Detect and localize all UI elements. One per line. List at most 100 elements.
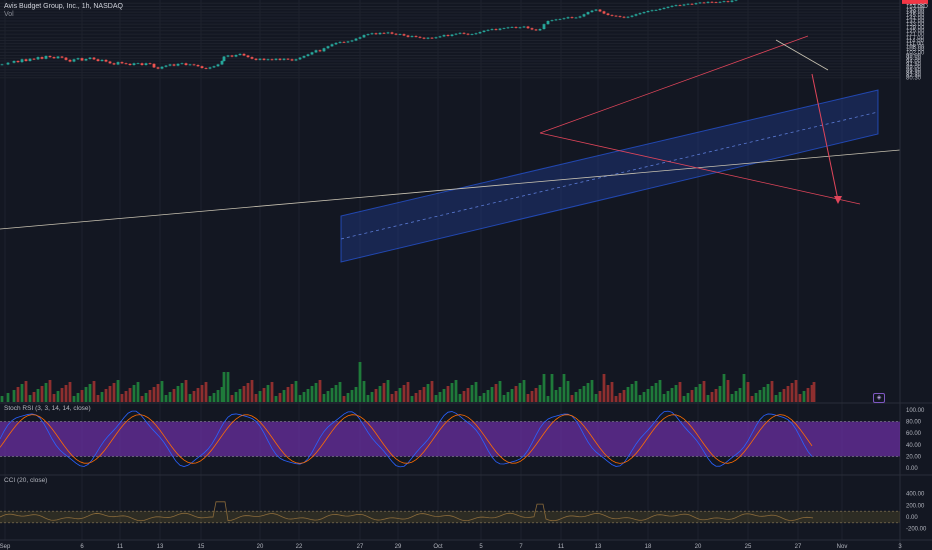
candle-97 [390, 32, 394, 34]
price-tick-21: 96.50 [906, 56, 922, 62]
candle-21 [88, 57, 92, 59]
volume-bar-149 [598, 391, 602, 402]
volume-bar-61 [246, 383, 250, 402]
candle-141 [566, 17, 570, 19]
candle-71 [286, 58, 290, 60]
candle-34 [140, 63, 144, 66]
volume-bar-138 [554, 390, 558, 402]
candle-11 [48, 56, 52, 58]
stoch-k-line [0, 410, 813, 468]
candle-126 [506, 27, 510, 29]
x-tick-4: 15 [198, 544, 205, 550]
volume-bar-98 [394, 391, 398, 402]
volume-bar-20 [84, 387, 88, 402]
volume-bar-16 [68, 382, 72, 402]
volume-bar-185 [742, 374, 746, 402]
volume-bar-133 [534, 388, 538, 402]
currency-label: USD [914, 3, 928, 10]
price-tick-12: 125.00 [906, 29, 925, 35]
price-tick-23: 91.50 [906, 62, 922, 68]
forecast-arrow [811, 73, 839, 201]
candle-93 [374, 33, 378, 35]
price-tick-6: 149.00 [906, 10, 925, 16]
volume-bar-200 [802, 391, 806, 402]
candle-90 [362, 35, 366, 38]
candle-52 [212, 66, 216, 68]
volume-bar-60 [242, 386, 246, 402]
volume-bar-22 [92, 381, 96, 402]
candle-24 [100, 59, 104, 62]
volume-bar-103 [414, 393, 418, 402]
volume-bar-144 [578, 389, 582, 402]
candle-109 [438, 36, 442, 38]
candle-111 [446, 35, 450, 36]
volume-bar-43 [176, 386, 180, 402]
volume-bar-117 [470, 385, 474, 402]
volume-bar-76 [306, 389, 310, 402]
volume-bar-46 [188, 394, 192, 402]
candle-144 [578, 16, 582, 18]
volume-bar-115 [462, 391, 466, 402]
x-tick-13: 13 [595, 544, 602, 550]
candle-40 [164, 65, 168, 67]
candle-83 [334, 42, 338, 45]
candle-86 [346, 41, 350, 43]
volume-bar-105 [422, 387, 426, 402]
volume-bar-19 [80, 390, 84, 402]
cci-title: CCI (20, close) [4, 477, 48, 484]
x-tick-12: 11 [558, 544, 565, 550]
candle-56 [226, 55, 230, 57]
price-tick-24: 89.00 [906, 65, 922, 71]
volume-bar-127 [510, 389, 514, 402]
volume-bar-74 [298, 395, 302, 402]
volume-bar-150 [602, 374, 606, 402]
candle-60 [242, 53, 246, 56]
volume-bar-175 [702, 381, 706, 402]
candle-154 [618, 16, 622, 17]
candle-33 [136, 63, 140, 65]
candle-73 [294, 59, 298, 61]
candle-78 [314, 50, 318, 53]
volume-bar-196 [786, 386, 790, 402]
volume-bar-62 [250, 380, 254, 402]
volume-bar-55 [222, 372, 226, 402]
volume-bar-186 [746, 382, 750, 402]
eye-icon[interactable]: ◈ [873, 393, 885, 403]
volume-bar-66 [266, 385, 270, 402]
candle-94 [378, 32, 382, 35]
volume-bar-42 [172, 389, 176, 402]
stoch-rsi-title: Stoch RSI (3, 3, 14, 14, close) [4, 405, 91, 412]
volume-bar-110 [442, 389, 446, 402]
volume-bar-90 [362, 381, 366, 402]
candle-136 [546, 20, 550, 25]
volume-bar-83 [334, 385, 338, 402]
volume-bar-53 [216, 390, 220, 402]
volume-bar-107 [430, 381, 434, 402]
candle-172 [690, 3, 694, 5]
volume-bar-143 [574, 392, 578, 402]
price-tick-9: 137.00 [906, 19, 925, 25]
volume-bar-188 [754, 393, 758, 402]
candle-120 [482, 30, 486, 33]
price-tick-8: 141.00 [906, 16, 925, 22]
volume-bar-57 [230, 395, 234, 402]
volume-bar-6 [28, 395, 32, 402]
volume-bar-183 [734, 391, 738, 402]
volume-bar-181 [726, 380, 730, 402]
volume-bar-134 [538, 385, 542, 402]
candle-138 [554, 19, 558, 21]
candle-72 [290, 59, 294, 61]
volume-bar-34 [140, 396, 144, 402]
volume-bar-145 [582, 386, 586, 402]
volume-bar-182 [730, 394, 734, 402]
candle-12 [52, 57, 56, 59]
volume-bar-70 [282, 390, 286, 402]
volume-bar-191 [766, 384, 770, 402]
price-tick-3: 162.00 [906, 1, 925, 7]
price-tick-19: 102.00 [906, 50, 925, 56]
volume-bar-91 [366, 395, 370, 402]
volume-bar-178 [714, 389, 718, 402]
candle-84 [338, 41, 342, 43]
candle-148 [594, 9, 598, 11]
